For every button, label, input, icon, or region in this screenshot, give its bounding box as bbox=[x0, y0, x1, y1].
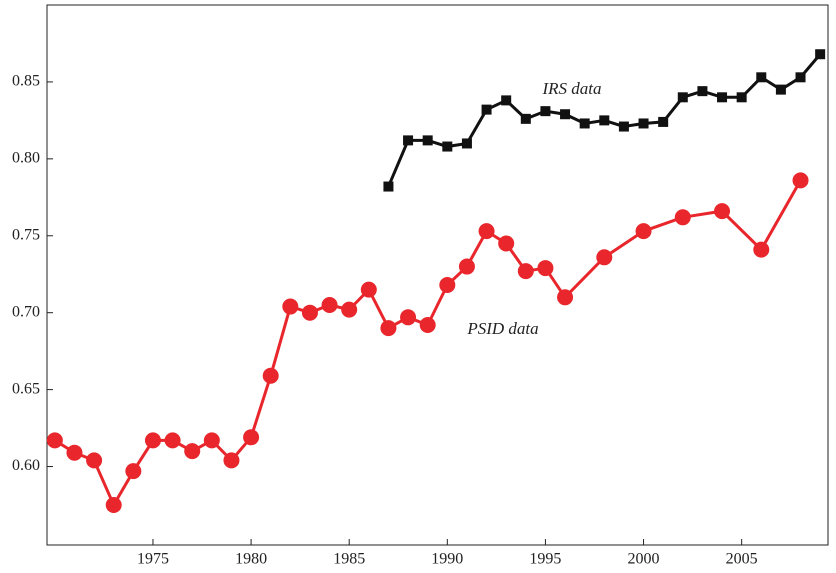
marker bbox=[498, 235, 515, 252]
marker bbox=[184, 443, 201, 460]
x-tick-label: 2005 bbox=[726, 551, 758, 568]
marker bbox=[86, 452, 103, 469]
marker bbox=[66, 444, 83, 461]
marker bbox=[517, 263, 534, 280]
y-tick-label: 0.60 bbox=[12, 457, 40, 474]
marker bbox=[560, 109, 571, 120]
marker bbox=[321, 297, 338, 313]
marker bbox=[658, 116, 669, 127]
marker bbox=[105, 497, 122, 513]
plot-frame bbox=[46, 4, 829, 546]
annotation: PSID data bbox=[466, 319, 538, 338]
marker bbox=[736, 92, 747, 103]
marker bbox=[144, 432, 161, 449]
marker bbox=[599, 115, 610, 126]
marker bbox=[439, 277, 456, 293]
marker bbox=[501, 95, 512, 106]
marker bbox=[775, 84, 786, 95]
y-tick-label: 0.65 bbox=[12, 380, 40, 397]
marker bbox=[223, 452, 240, 469]
marker bbox=[243, 429, 260, 446]
marker bbox=[677, 92, 688, 103]
x-tick-label: 1995 bbox=[529, 551, 561, 568]
marker bbox=[403, 135, 414, 146]
marker bbox=[360, 281, 377, 298]
marker bbox=[125, 463, 142, 480]
marker bbox=[46, 432, 63, 449]
x-tick-label: 1975 bbox=[137, 551, 169, 568]
marker bbox=[422, 135, 433, 146]
marker bbox=[478, 223, 495, 240]
marker bbox=[540, 106, 551, 117]
marker bbox=[697, 86, 708, 97]
marker bbox=[815, 49, 826, 60]
marker bbox=[383, 181, 394, 192]
marker bbox=[380, 320, 397, 337]
marker bbox=[419, 317, 436, 333]
marker bbox=[262, 367, 279, 384]
marker bbox=[674, 209, 691, 226]
marker bbox=[301, 304, 318, 321]
marker bbox=[714, 203, 731, 220]
marker bbox=[557, 289, 574, 306]
marker bbox=[282, 298, 299, 315]
marker bbox=[579, 118, 590, 129]
x-tick-label: 1980 bbox=[235, 551, 267, 568]
marker bbox=[400, 309, 417, 326]
marker bbox=[618, 121, 629, 132]
y-tick-label: 0.70 bbox=[12, 303, 40, 320]
x-tick-label: 2000 bbox=[628, 551, 660, 568]
series-line bbox=[54, 179, 802, 509]
annotation: IRS data bbox=[541, 79, 601, 98]
marker bbox=[596, 249, 613, 266]
marker bbox=[458, 258, 475, 275]
x-tick-label: 1990 bbox=[431, 551, 463, 568]
marker bbox=[341, 301, 358, 318]
marker bbox=[635, 223, 652, 240]
y-tick-label: 0.80 bbox=[12, 150, 40, 167]
y-tick-label: 0.85 bbox=[12, 73, 40, 90]
marker bbox=[481, 104, 492, 115]
marker bbox=[756, 72, 767, 83]
x-tick-label: 1985 bbox=[333, 551, 365, 568]
y-tick-label: 0.75 bbox=[12, 226, 40, 243]
marker bbox=[203, 432, 220, 449]
marker bbox=[753, 241, 770, 258]
marker bbox=[164, 432, 181, 449]
marker bbox=[442, 141, 453, 152]
marker bbox=[461, 138, 472, 149]
marker bbox=[537, 260, 554, 277]
marker bbox=[520, 113, 531, 124]
marker bbox=[638, 118, 649, 129]
marker bbox=[795, 72, 806, 83]
marker bbox=[717, 92, 728, 103]
marker bbox=[792, 172, 809, 189]
